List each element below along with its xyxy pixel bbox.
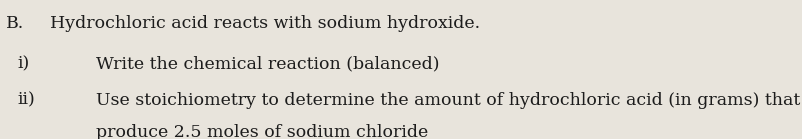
- Text: produce 2.5 moles of sodium chloride: produce 2.5 moles of sodium chloride: [96, 124, 428, 139]
- Text: Hydrochloric acid reacts with sodium hydroxide.: Hydrochloric acid reacts with sodium hyd…: [50, 15, 480, 32]
- Text: ii): ii): [18, 92, 35, 109]
- Text: Use stoichiometry to determine the amount of hydrochloric acid (in grams) that i: Use stoichiometry to determine the amoun…: [96, 92, 802, 109]
- Text: Write the chemical reaction (balanced): Write the chemical reaction (balanced): [96, 55, 439, 72]
- Text: i): i): [18, 55, 30, 72]
- Text: B.: B.: [6, 15, 25, 32]
